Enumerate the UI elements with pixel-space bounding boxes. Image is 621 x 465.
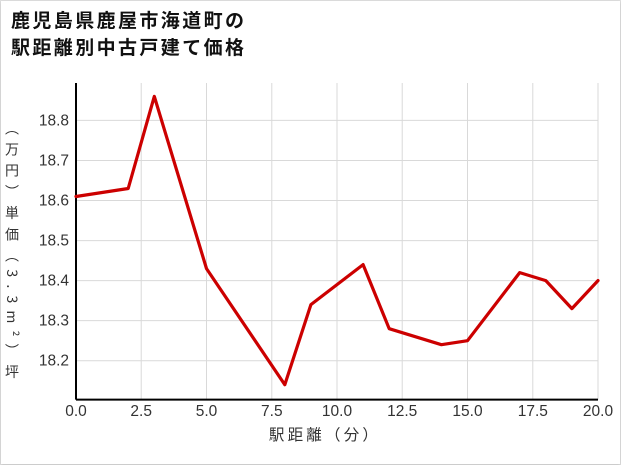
svg-text:駅距離（分）: 駅距離（分）	[269, 423, 381, 445]
svg-text:18.4: 18.4	[39, 273, 70, 290]
svg-text:2.5: 2.5	[130, 403, 152, 420]
svg-text:18.5: 18.5	[39, 233, 69, 250]
svg-text:7.5: 7.5	[261, 403, 283, 420]
svg-text:18.7: 18.7	[39, 153, 69, 170]
svg-text:12.5: 12.5	[387, 403, 417, 420]
svg-text:18.2: 18.2	[39, 353, 69, 370]
svg-text:0.0: 0.0	[65, 403, 87, 420]
svg-text:18.3: 18.3	[39, 313, 69, 330]
svg-text:10.0: 10.0	[322, 403, 353, 420]
svg-text:18.6: 18.6	[39, 193, 69, 210]
svg-text:15.0: 15.0	[452, 403, 483, 420]
svg-text:18.8: 18.8	[39, 113, 69, 130]
svg-text:5.0: 5.0	[196, 403, 218, 420]
svg-text:17.5: 17.5	[518, 403, 548, 420]
svg-text:20.0: 20.0	[583, 403, 614, 420]
